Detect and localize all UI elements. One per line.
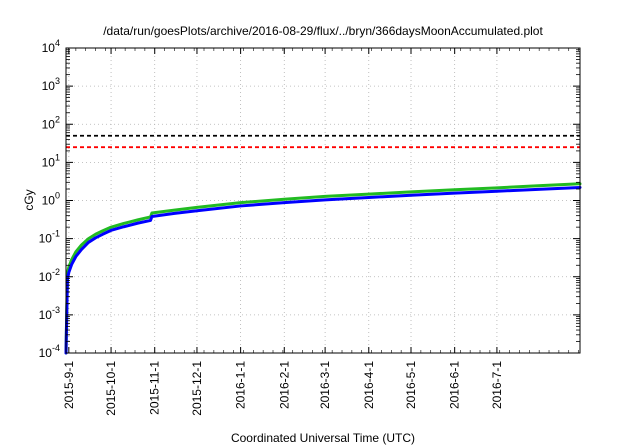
y-tick-label: 103 — [42, 76, 60, 93]
x-axis-ticks: 2015-9-1 2015-10-1 2015-11-1 2015-12-1 2016-… — [62, 48, 579, 416]
x-tick-label: 2016-1-1 — [234, 361, 248, 409]
x-tick-label: 2016-5-1 — [404, 361, 418, 409]
x-tick-label: 2015-11-1 — [148, 361, 162, 415]
y-tick-label: 104 — [42, 38, 60, 55]
y-tick-label: 100 — [42, 191, 60, 208]
reference-lines — [66, 134, 580, 149]
x-tick-label: 2015-10-1 — [104, 361, 118, 416]
y-tick-label: 102 — [42, 114, 60, 131]
series-line-2 — [64, 185, 582, 355]
x-tick-label: 2016-7-1 — [490, 361, 504, 409]
x-tick-label: 2016-2-1 — [277, 361, 291, 409]
x-tick-label: 2015-9-1 — [62, 361, 76, 409]
y-axis-label: cGy — [22, 189, 36, 210]
x-tick-label: 2016-4-1 — [362, 361, 376, 409]
x-axis-label: Coordinated Universal Time (UTC) — [231, 431, 415, 445]
series-group — [64, 182, 582, 355]
y-tick-label: 10-1 — [39, 229, 60, 246]
x-tick-label: 2015-12-1 — [190, 361, 204, 416]
x-tick-label: 2016-6-1 — [448, 361, 462, 409]
y-tick-label: 10-3 — [39, 305, 60, 322]
y-axis-ticks: 10-4 10-3 10-2 10-1 100 101 102 103 104 — [39, 38, 580, 360]
x-tick-label: 2016-3-1 — [318, 361, 332, 409]
y-tick-label: 10-4 — [39, 343, 60, 360]
y-tick-label: 10-2 — [39, 267, 60, 284]
y-tick-label: 101 — [42, 152, 60, 169]
chart-title: /data/run/goesPlots/archive/2016-08-29/f… — [103, 24, 543, 38]
